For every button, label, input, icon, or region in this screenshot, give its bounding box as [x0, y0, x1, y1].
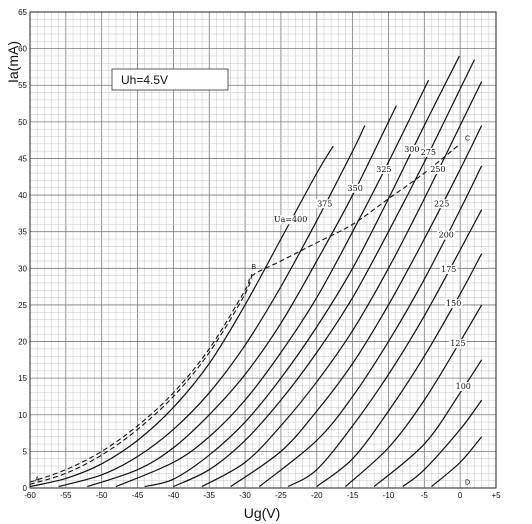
annotation-box: Uh=4.5V — [111, 68, 229, 91]
plate-curve-250 — [201, 81, 483, 488]
y-tick-label: 30 — [18, 264, 27, 273]
curve-label-bg — [428, 164, 447, 174]
point-label-a: A — [35, 477, 40, 484]
plate-curve-200 — [259, 165, 483, 488]
y-tick-label: 35 — [18, 228, 27, 237]
curve-label-bg — [419, 147, 438, 157]
curve-label: 150 — [446, 299, 461, 308]
y-tick-label: 25 — [18, 301, 27, 310]
y-tick-label: 45 — [18, 154, 27, 163]
axes: -60 -55 -50 -45 -40 -35 -30 -25 -20 -15 -10 -5 0 +505… — [18, 8, 501, 500]
plate-curve-ua-400 — [29, 145, 334, 488]
curve-label: 350 — [348, 184, 363, 193]
curve-label-bg — [346, 183, 365, 193]
curve-label: 200 — [439, 231, 454, 240]
curve-label-bg — [315, 199, 334, 209]
plot-frame — [29, 11, 497, 489]
curve-label-bg — [437, 230, 456, 240]
x-tick-label: -60 — [24, 491, 36, 500]
curve-labels: Ua=400 375 350 325 300 275 250 225 200 175 150 125 1… — [35, 135, 473, 487]
y-axis-label: Ia(mA) — [5, 41, 21, 83]
grid — [29, 11, 497, 489]
curve-label-bg — [402, 144, 421, 154]
x-tick-label: -40 — [168, 491, 180, 500]
plate-curve-150 — [316, 253, 483, 488]
load-line-2 — [29, 271, 253, 485]
y-tick-label: 55 — [18, 81, 27, 90]
x-tick-label: -35 — [203, 491, 215, 500]
plate-curves — [29, 55, 483, 488]
plate-curve-75 — [402, 399, 483, 488]
x-tick-label: 0 — [458, 491, 463, 500]
load-lines — [29, 143, 461, 485]
plate-curve-375 — [58, 125, 366, 488]
x-tick-label: -5 — [421, 491, 429, 500]
y-tick-label: 20 — [18, 338, 27, 347]
y-tick-label: 50 — [18, 118, 27, 127]
x-tick-label: -55 — [60, 491, 72, 500]
curve-label: 125 — [450, 339, 465, 348]
curve-label-bg — [439, 264, 458, 274]
plate-curve-275 — [173, 59, 476, 488]
point-label-d: D — [465, 480, 470, 487]
y-tick-label: 5 — [23, 447, 28, 456]
x-tick-label: +5 — [491, 491, 501, 500]
plate-curve-50 — [431, 436, 483, 487]
x-tick-label: -30 — [239, 491, 251, 500]
curve-label-bg — [449, 339, 467, 349]
x-tick-label: -45 — [132, 491, 144, 500]
x-tick-label: -50 — [96, 491, 108, 500]
curve-label: 300 — [404, 145, 419, 154]
curve-label: 100 — [456, 382, 471, 391]
plate-curve-125 — [345, 304, 483, 487]
y-tick-label: 10 — [18, 411, 27, 420]
plate-curve-325 — [115, 80, 429, 488]
curve-label: 175 — [441, 265, 456, 274]
curve-label-bg — [454, 382, 473, 392]
plate-curve-350 — [87, 105, 397, 488]
x-tick-label: -10 — [383, 491, 395, 500]
point-label-b: B — [251, 264, 256, 271]
curve-label: 250 — [430, 165, 445, 174]
x-tick-label: -25 — [275, 491, 287, 500]
heater-voltage-annotation: Uh=4.5V — [121, 73, 168, 87]
curve-label: Ua=400 — [274, 215, 307, 224]
plate-curve-225 — [230, 125, 483, 488]
y-tick-label: 40 — [18, 191, 27, 200]
plate-curve-175 — [287, 209, 483, 488]
curve-label-bg — [444, 299, 463, 309]
y-tick-label: 0 — [23, 484, 28, 493]
curve-label: 225 — [434, 199, 449, 208]
load-line-1 — [29, 143, 461, 483]
y-tick-label: 60 — [18, 45, 27, 54]
curve-label: 275 — [421, 148, 436, 157]
x-tick-label: -20 — [311, 491, 323, 500]
x-axis-label: Ug(V) — [244, 505, 281, 521]
curve-label-bg — [274, 215, 307, 225]
curve-label: 325 — [376, 165, 391, 174]
x-tick-label: -15 — [347, 491, 359, 500]
curve-label: 375 — [317, 199, 332, 208]
y-tick-label: 15 — [18, 374, 27, 383]
point-label-c: C — [465, 135, 470, 142]
curve-label-bg — [374, 164, 393, 174]
plate-curve-100 — [373, 359, 483, 487]
curve-label-bg — [432, 199, 451, 209]
y-tick-label: 65 — [18, 8, 27, 17]
